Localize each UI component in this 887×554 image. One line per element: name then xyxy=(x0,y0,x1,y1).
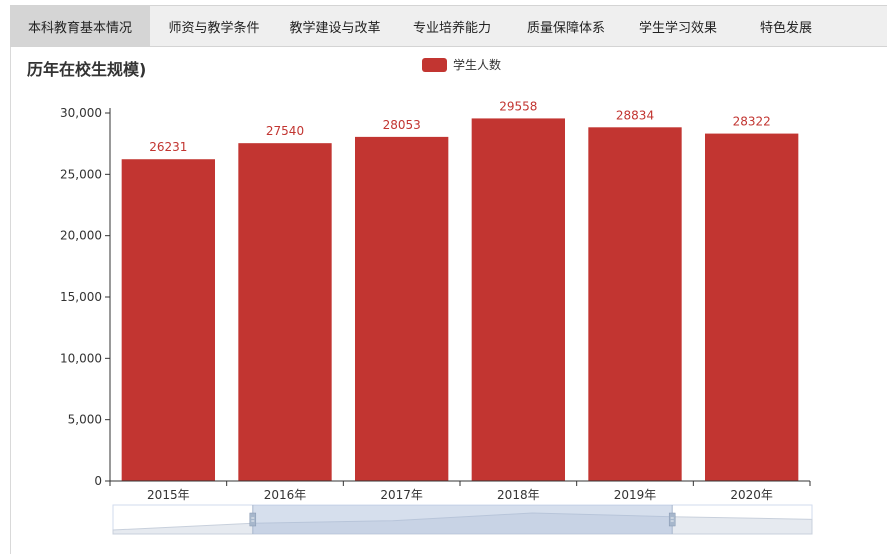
zoom-preview-area xyxy=(112,512,813,535)
bar-value-label: 26231 xyxy=(149,140,187,154)
legend-label: 学生人数 xyxy=(453,57,501,72)
y-tick-label: 20,000 xyxy=(60,229,102,243)
zoom-handle-start[interactable] xyxy=(249,512,257,527)
x-tick-label: 2017年 xyxy=(380,488,423,502)
x-tick-label: 2020年 xyxy=(730,488,773,502)
x-tick-label: 2018年 xyxy=(497,488,540,502)
y-tick-label: 15,000 xyxy=(60,290,102,304)
tab-teaching-reform[interactable]: 教学建设与改革 xyxy=(289,20,381,36)
panel-border xyxy=(10,5,11,554)
bar xyxy=(471,118,565,481)
bar-value-label: 27540 xyxy=(266,124,304,138)
y-tick-label: 30,000 xyxy=(60,106,102,120)
tab-learning-outcomes[interactable]: 学生学习效果 xyxy=(638,20,717,36)
y-tick-label: 5,000 xyxy=(68,413,102,427)
bar xyxy=(705,133,799,481)
bar-value-label: 28053 xyxy=(383,118,421,132)
chart-title: 历年在校生规模) xyxy=(27,60,147,79)
legend-swatch xyxy=(422,58,447,72)
bar xyxy=(588,127,682,482)
tab-faculty[interactable]: 师资与教学条件 xyxy=(168,20,260,36)
y-tick-label: 0 xyxy=(94,474,102,488)
bar-value-label: 28834 xyxy=(616,108,654,122)
tab-basic-info[interactable]: 本科教育基本情况 xyxy=(10,6,150,46)
tab-features[interactable]: 特色发展 xyxy=(759,20,812,36)
zoom-handle-end[interactable] xyxy=(668,512,676,527)
x-tick-label: 2016年 xyxy=(264,488,307,502)
bar-value-label: 28322 xyxy=(733,115,771,129)
bar xyxy=(238,143,332,481)
tab-quality-assurance[interactable]: 质量保障体系 xyxy=(527,20,606,36)
bar xyxy=(121,159,215,481)
zoom-selection[interactable] xyxy=(252,505,673,534)
bar xyxy=(355,136,449,482)
y-tick-label: 25,000 xyxy=(60,167,102,181)
bar-value-label: 29558 xyxy=(499,99,537,113)
tab-major-ability[interactable]: 专业培养能力 xyxy=(412,20,491,36)
y-tick-label: 10,000 xyxy=(60,351,102,365)
tab-bar: 本科教育基本情况 师资与教学条件 教学建设与改革 专业培养能力 质量保障体系 学… xyxy=(10,5,887,47)
x-tick-label: 2015年 xyxy=(147,488,190,502)
x-tick-label: 2019年 xyxy=(614,488,657,502)
